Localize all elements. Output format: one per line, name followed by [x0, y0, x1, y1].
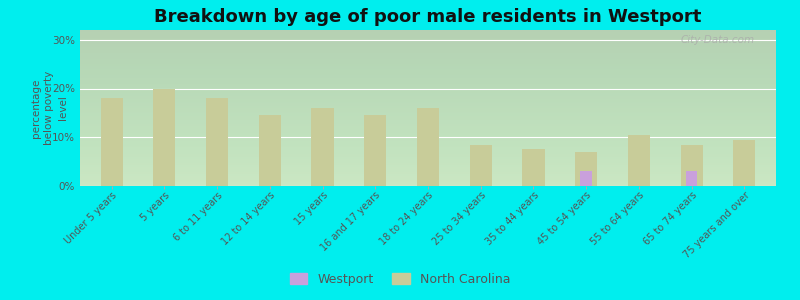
Bar — [681, 145, 702, 186]
Bar — [522, 149, 545, 186]
Bar — [628, 135, 650, 186]
Bar — [686, 171, 698, 186]
Bar — [206, 98, 228, 186]
Bar — [101, 98, 122, 186]
Bar — [258, 115, 281, 186]
Bar — [364, 115, 386, 186]
Bar — [417, 108, 439, 186]
Bar — [575, 152, 598, 186]
Bar — [734, 140, 755, 186]
Bar — [311, 108, 334, 186]
Bar — [154, 88, 175, 186]
Bar — [580, 171, 592, 186]
Y-axis label: percentage
below poverty
level: percentage below poverty level — [31, 71, 67, 145]
Bar — [470, 145, 492, 186]
Text: City-Data.com: City-Data.com — [681, 35, 755, 45]
Title: Breakdown by age of poor male residents in Westport: Breakdown by age of poor male residents … — [154, 8, 702, 26]
Legend: Westport, North Carolina: Westport, North Carolina — [285, 268, 515, 291]
